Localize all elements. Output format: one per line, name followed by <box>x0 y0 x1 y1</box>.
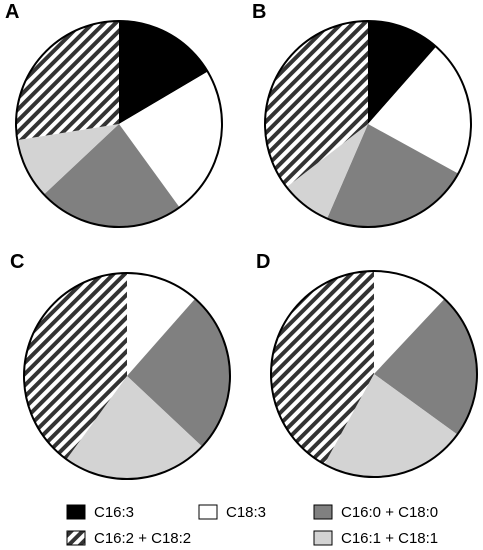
panel-label-d: D <box>256 251 270 273</box>
legend: C16:3 C18:3 C16:0 + C18:0 C16:2 + C18:2 C16:… <box>66 504 438 547</box>
legend-item-c16-2-c18-2: C16:2 + C18:2 <box>66 530 191 547</box>
pie-slice-a-c16-0-c18-0 <box>43 124 180 227</box>
pie-slice-b-c16-3 <box>368 21 437 124</box>
pie-slice-c-c16-2-c18-2 <box>24 273 128 460</box>
legend-item-c18-3: C18:3 <box>198 504 266 521</box>
legend-swatch-c16-1-c18-1 <box>313 530 333 546</box>
pie-slice-d-c16-1-c18-1 <box>324 374 458 477</box>
pie-slice-d-c16-0-c18-0 <box>374 298 477 435</box>
pie-outline-c <box>23 272 231 480</box>
pie-panel-c <box>23 272 231 480</box>
legend-swatch-c16-0-c18-0 <box>313 504 333 520</box>
pie-slice-c-c16-0-c18-0 <box>127 298 231 447</box>
legend-label-c16-0-c18-0: C16:0 + C18:0 <box>341 504 438 521</box>
pie-slice-d-c16-2-c18-2 <box>270 271 374 465</box>
pie-slice-c-c18-3 <box>127 273 196 376</box>
pie-slice-b-c16-1-c18-1 <box>286 124 368 219</box>
pie-slice-d-c18-3 <box>374 271 445 374</box>
pie-outline-a <box>15 20 223 228</box>
pie-panel-a <box>15 20 223 228</box>
legend-swatch-c18-3 <box>198 504 218 520</box>
pie-slice-b-c16-2-c18-2 <box>264 21 368 188</box>
pie-outline-b <box>264 20 472 228</box>
pie-slice-b-c16-0-c18-0 <box>327 124 459 228</box>
pie-panel-b <box>264 20 472 228</box>
panel-label-c: C <box>10 251 24 273</box>
pie-slice-a-c16-3 <box>119 20 208 124</box>
panel-label-a: A <box>5 1 19 23</box>
legend-label-c18-3: C18:3 <box>226 504 266 521</box>
pie-slice-c-c16-1-c18-1 <box>66 376 203 479</box>
legend-label-c16-1-c18-1: C16:1 + C18:1 <box>341 530 438 547</box>
legend-item-c16-3: C16:3 <box>66 504 134 521</box>
legend-swatch-c16-2-c18-2 <box>66 530 86 546</box>
legend-label-c16-2-c18-2: C16:2 + C18:2 <box>94 530 191 547</box>
panel-label-b: B <box>252 1 266 23</box>
legend-swatch-c16-3 <box>66 504 86 520</box>
panel-labels: A B C D <box>5 1 270 273</box>
pie-panel-d <box>270 270 478 478</box>
legend-label-c16-3: C16:3 <box>94 504 134 521</box>
pie-slice-a-c16-2-c18-2 <box>16 21 119 141</box>
legend-item-c16-0-c18-0: C16:0 + C18:0 <box>313 504 438 521</box>
pie-slice-b-c18-3 <box>368 46 472 174</box>
pie-charts <box>15 20 478 480</box>
pie-slice-a-c16-1-c18-1 <box>17 124 119 195</box>
legend-item-c16-1-c18-1: C16:1 + C18:1 <box>313 530 438 547</box>
pie-outline-d <box>270 270 478 478</box>
pie-slice-a-c18-3 <box>119 71 223 208</box>
